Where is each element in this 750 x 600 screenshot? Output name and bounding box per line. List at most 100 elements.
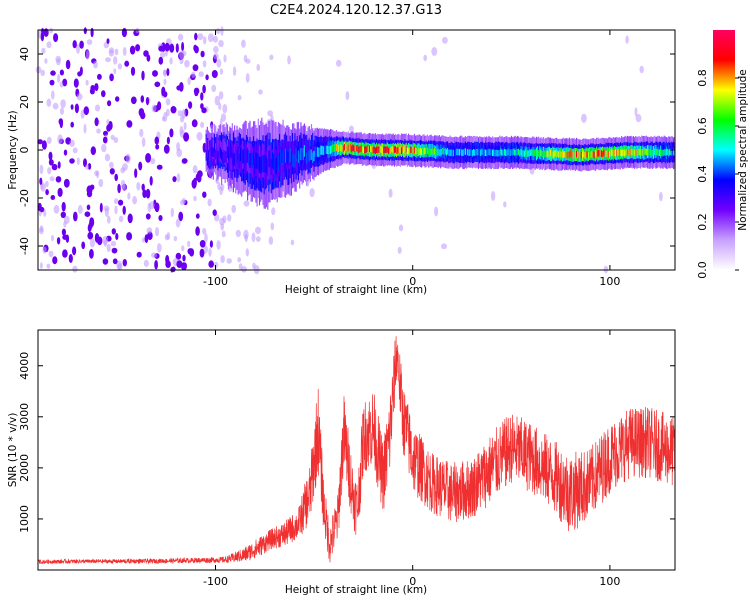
spectrogram-ridge-segment [208,138,210,157]
spectrogram-ridge-segment [512,149,514,156]
spectrogram-speckle [193,87,200,95]
spectrogram-ridge-segment [364,146,366,154]
spectrogram-ridge-segment [534,149,536,156]
snr-y-tick-label: 2000 [18,454,31,482]
spectrogram-ridge-segment [637,149,639,157]
spectrogram-ridge-segment [561,150,563,158]
spectrogram-x-tick-label: 0 [409,275,416,288]
spectrogram-speckle [154,136,160,145]
spectrogram-speckle [53,33,59,43]
colorbar: 0.0 0.2 0.4 0.6 0.8 Normalized spectral ampl… [696,30,749,279]
spectrogram-speckle [117,263,123,271]
spectrogram-ridge-segment [295,148,297,161]
spectrogram-ridge-segment [470,149,472,156]
spectrogram-ridge-segment [275,158,277,174]
spectrogram-speckle [581,113,587,123]
spectrogram-ridge-segment [315,147,317,158]
spectrogram-speckle [49,79,55,86]
spectrogram-speckle [93,60,98,69]
spectrogram-ridge-segment [234,152,236,166]
spectrogram-ridge-segment [379,146,381,153]
spectrogram-ridge-segment [283,150,285,166]
spectrogram-speckle [59,81,64,88]
spectrogram-ridge-segment [297,150,300,163]
spectrogram-ridge-segment [494,150,496,157]
spectrogram-ridge-segment [256,152,258,169]
spectrogram-ridge-segment [483,149,485,156]
spectrogram-ridge-segment [654,148,656,155]
spectrogram-ridge-segment [325,145,327,154]
snr-series-line [38,336,675,565]
spectrogram-ridge-segment [306,152,308,164]
spectrogram-ridge-segment [348,144,350,151]
spectrogram-ridge-segment [335,143,337,152]
spectrogram-ridge-segment [560,151,562,159]
spectrogram-speckle [110,240,117,247]
spectrogram-ridge-segment [671,149,673,157]
spectrogram-speckle [45,189,49,196]
spectrogram-speckle [49,176,55,182]
spectrogram-speckle [213,46,219,53]
spectrogram-ridge-segment [239,147,242,162]
spectrogram-speckle [269,54,274,61]
spectrogram-speckle [145,153,152,163]
spectrogram-ridge-segment [423,148,425,155]
spectrogram-speckle [164,234,169,241]
spectrogram-speckle [218,91,224,100]
spectrogram-y-tick-label: -20 [18,189,31,207]
snr-y-tick-label: 3000 [18,403,31,431]
spectrogram-ridge-segment [435,149,437,156]
spectrogram-speckle [61,228,66,236]
spectrogram-ridge-segment [258,156,261,173]
spectrogram-speckle [46,263,51,269]
spectrogram-speckle [113,198,119,205]
spectrogram-speckle [335,59,342,67]
spectrogram-speckle [211,84,217,93]
spectrogram-ridge-segment [629,149,631,157]
spectrogram-ridge-segment [548,151,550,158]
spectrogram-speckle [189,248,195,257]
spectrogram-speckle [129,45,136,55]
spectrogram-speckle [61,201,66,212]
spectrogram-ridge-segment [212,147,214,158]
spectrogram-speckle [290,239,295,246]
spectrogram-ridge-segment [552,151,554,158]
spectrogram-speckle [111,228,117,235]
spectrogram-ridge-segment [566,152,568,159]
spectrogram-ridge-segment [656,148,658,156]
spectrogram-ridge-segment [398,146,400,154]
spectrogram-speckle [218,40,224,48]
spectrogram-speckle [193,177,197,188]
spectrogram-ridge-segment [626,148,629,156]
spectrogram-ridge-segment [253,149,255,181]
spectrogram-ridge-segment [339,144,341,151]
spectrogram-ridge-segment [354,144,356,152]
spectrogram-speckle [70,104,74,110]
spectrogram-ridge-segment [367,146,369,153]
spectrogram-ridge-segment [521,150,523,157]
spectrogram-ridge-segment [662,150,664,157]
spectrogram-ridge-segment [357,145,359,152]
spectrogram-ridge-segment [342,145,345,152]
spectrogram-ridge-segment [641,149,643,156]
spectrogram-speckle [65,234,70,243]
spectrogram-speckle [169,128,174,138]
colorbar-label: Normalized spectral amplitude [737,69,749,230]
snr-y-tick-label: 1000 [18,505,31,533]
spectrogram-speckle [226,258,232,264]
spectrogram-speckle [111,247,118,254]
spectrogram-ridge-segment [542,149,545,157]
spectrogram-ridge-segment [660,149,662,157]
spectrogram-speckle [388,188,393,198]
spectrogram-ridge-segment [495,149,497,157]
spectrogram-speckle [345,91,350,101]
spectrogram-speckle [183,122,187,131]
spectrogram-x-ticks: -100 0 100 [203,30,620,288]
spectrogram-ridge-segment [577,151,579,158]
spectrogram-ridge-segment [266,156,268,174]
spectrogram-ridge-segment [503,148,505,156]
spectrogram-ridge-segment [539,150,541,158]
spectrogram-speckle [181,158,188,164]
spectrogram-speckle [220,183,225,191]
spectrogram-ridge-segment [426,147,429,154]
